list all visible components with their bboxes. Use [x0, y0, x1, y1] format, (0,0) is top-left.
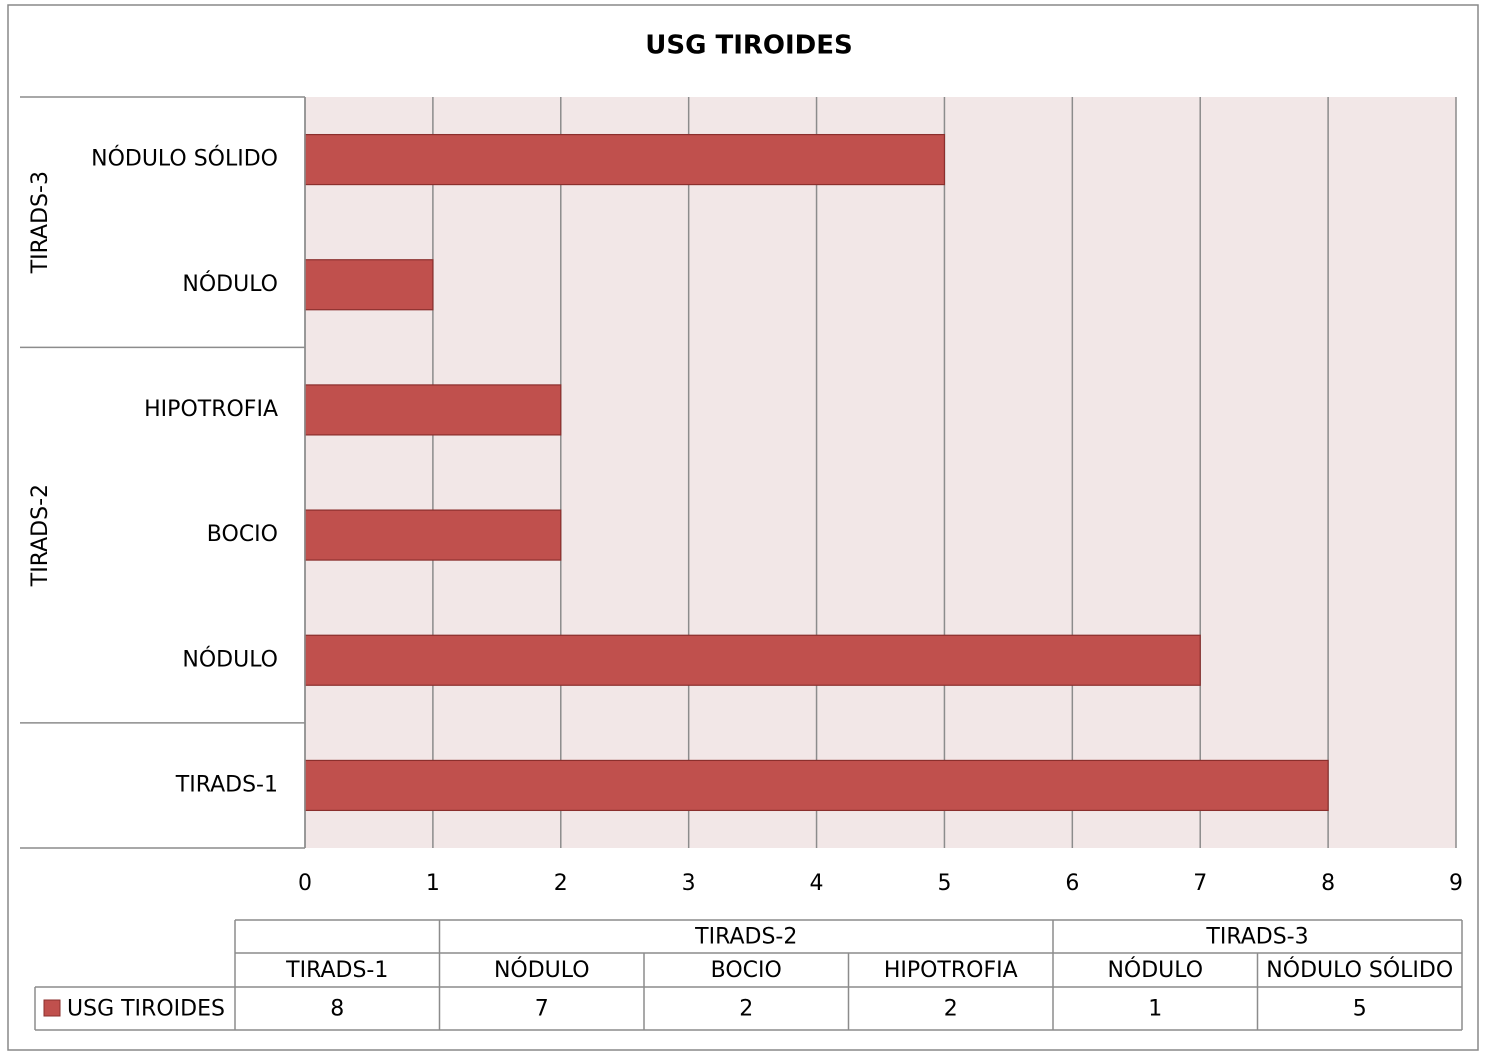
y-tick-label: NÓDULO	[182, 271, 278, 297]
y-tick-label: BOCIO	[207, 522, 278, 547]
y-tick-label: NÓDULO	[182, 646, 278, 672]
table-category: TIRADS-1	[285, 958, 388, 983]
plot-area	[305, 97, 1456, 848]
table-category: NÓDULO	[494, 957, 590, 983]
group-label: TIRADS-3	[28, 171, 53, 274]
table-group-header: TIRADS-2	[694, 925, 797, 950]
x-tick-label: 7	[1193, 871, 1207, 896]
y-tick-label: NÓDULO SÓLIDO	[91, 146, 278, 172]
x-tick-label: 3	[682, 871, 696, 896]
x-tick-label: 1	[426, 871, 440, 896]
x-tick-label: 6	[1065, 871, 1079, 896]
x-tick-label: 2	[554, 871, 568, 896]
legend-label: USG TIROIDES	[67, 997, 225, 1022]
table-category: NÓDULO SÓLIDO	[1266, 957, 1453, 983]
x-tick-label: 9	[1449, 871, 1463, 896]
table-value: 5	[1353, 997, 1367, 1022]
bar	[304, 634, 1201, 686]
y-tick-label: TIRADS-1	[175, 772, 278, 797]
table-group-header: TIRADS-3	[1205, 925, 1308, 950]
x-tick-label: 4	[810, 871, 824, 896]
table-value: 2	[944, 997, 958, 1022]
group-label: TIRADS-2	[28, 484, 53, 587]
legend-swatch	[43, 999, 61, 1017]
table-category: NÓDULO	[1107, 957, 1203, 983]
table-value: 1	[1148, 997, 1162, 1022]
table-category: HIPOTROFIA	[884, 958, 1018, 983]
bar	[304, 759, 1329, 812]
table-value: 7	[535, 997, 549, 1022]
bar	[304, 384, 562, 436]
bar	[304, 133, 946, 186]
x-tick-label: 0	[298, 871, 312, 896]
bar	[304, 259, 434, 311]
bar	[304, 509, 562, 561]
chart-title: USG TIROIDES	[645, 31, 853, 61]
table-value: 8	[330, 997, 344, 1022]
table-value: 2	[739, 997, 753, 1022]
y-tick-label: HIPOTROFIA	[144, 397, 278, 422]
table-category: BOCIO	[711, 958, 782, 983]
x-tick-label: 5	[937, 871, 951, 896]
x-tick-label: 8	[1321, 871, 1335, 896]
